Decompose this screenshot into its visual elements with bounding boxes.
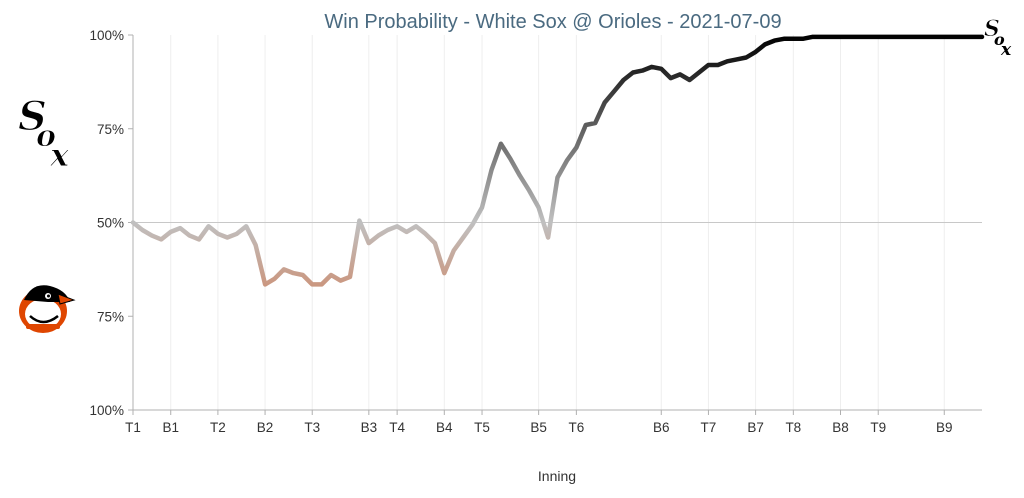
x-tick-label: T5 <box>474 420 490 435</box>
y-tick-label: 50% <box>97 216 124 231</box>
x-tick-label: B6 <box>653 420 670 435</box>
y-tick-label: 100% <box>89 403 124 418</box>
y-axis-ticks: 100% 75% 50% 75% 100% <box>89 28 133 418</box>
x-tick-label: T3 <box>304 420 320 435</box>
x-tick-label: B2 <box>257 420 274 435</box>
x-tick-label: T6 <box>568 420 584 435</box>
y-tick-label: 75% <box>97 309 124 324</box>
x-tick-label: B7 <box>747 420 764 435</box>
x-tick-label: B3 <box>361 420 378 435</box>
x-axis-ticks: T1 B1 T2 B2 T3 B3 T4 B4 T5 B5 T6 B6 T7 B7 T8 B8 T9 B9 <box>125 410 953 435</box>
x-tick-label: B9 <box>936 420 953 435</box>
white-sox-logo: S o x <box>17 92 70 174</box>
chart-title: Win Probability - White Sox @ Orioles - … <box>324 11 781 33</box>
x-tick-label: B5 <box>530 420 547 435</box>
x-tick-label: T1 <box>125 420 141 435</box>
x-tick-label: T8 <box>785 420 801 435</box>
white-sox-end-logo: S o x <box>984 16 1012 60</box>
x-axis-label: Inning <box>538 468 576 484</box>
svg-text:o: o <box>994 30 1005 49</box>
x-tick-label: B8 <box>832 420 849 435</box>
x-tick-label: T7 <box>701 420 717 435</box>
x-tick-label: T9 <box>870 420 886 435</box>
svg-text:S: S <box>984 16 1000 42</box>
win-probability-line <box>130 34 985 287</box>
svg-text:o: o <box>36 119 56 154</box>
svg-text:x: x <box>49 136 70 174</box>
x-tick-label: T2 <box>210 420 226 435</box>
y-tick-label: 75% <box>97 122 124 137</box>
x-tick-label: B1 <box>162 420 179 435</box>
svg-text:S: S <box>18 93 47 140</box>
y-tick-label: 100% <box>89 28 124 43</box>
svg-text:x: x <box>1000 40 1012 60</box>
orioles-logo <box>19 285 76 333</box>
x-tick-label: T4 <box>389 420 405 435</box>
x-tick-label: B4 <box>436 420 453 435</box>
